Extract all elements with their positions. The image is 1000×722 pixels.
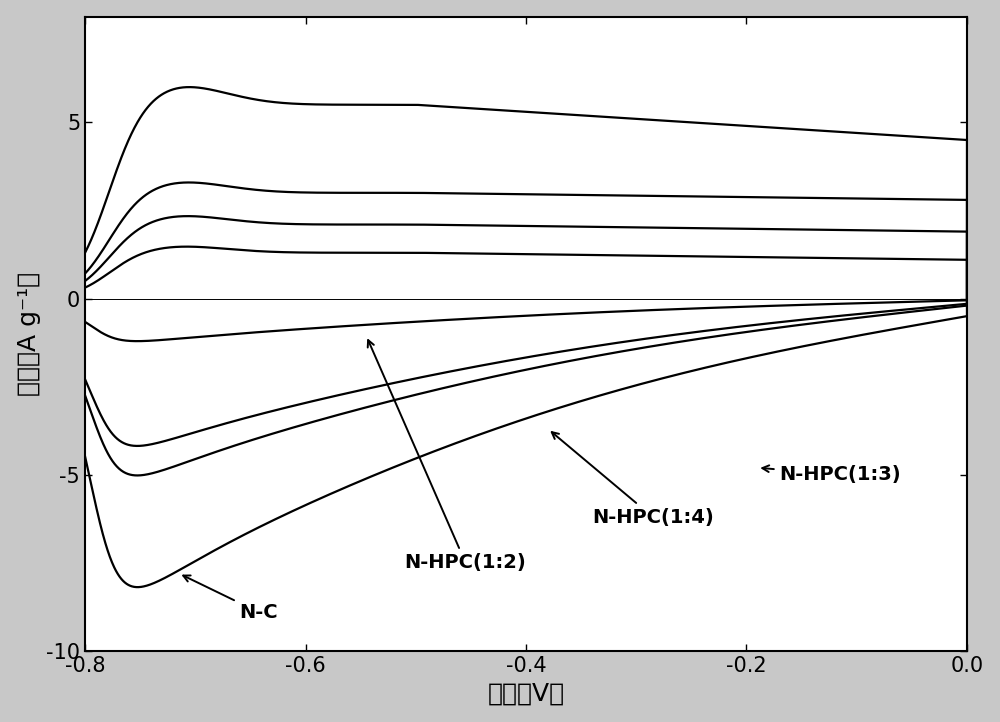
Text: N-HPC(1:3): N-HPC(1:3)	[762, 465, 901, 484]
Y-axis label: 电流（A g⁻¹）: 电流（A g⁻¹）	[17, 271, 41, 396]
Text: N-HPC(1:4): N-HPC(1:4)	[552, 432, 714, 526]
X-axis label: 电压（V）: 电压（V）	[487, 682, 564, 705]
Text: N-C: N-C	[183, 575, 278, 622]
Text: N-HPC(1:2): N-HPC(1:2)	[368, 340, 526, 573]
